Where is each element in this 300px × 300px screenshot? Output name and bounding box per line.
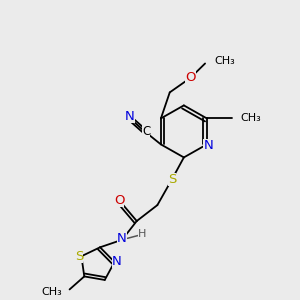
Text: N: N xyxy=(117,232,127,245)
Text: N: N xyxy=(203,140,213,152)
Text: N: N xyxy=(112,256,122,268)
Text: N: N xyxy=(125,110,135,124)
Text: CH₃: CH₃ xyxy=(41,287,62,297)
Text: S: S xyxy=(75,250,83,263)
Text: CH₃: CH₃ xyxy=(240,113,261,123)
Text: H: H xyxy=(138,229,146,239)
Text: CH₃: CH₃ xyxy=(214,56,235,66)
Text: C: C xyxy=(142,125,150,138)
Text: O: O xyxy=(185,71,196,84)
Text: O: O xyxy=(114,194,124,207)
Text: S: S xyxy=(168,172,176,186)
